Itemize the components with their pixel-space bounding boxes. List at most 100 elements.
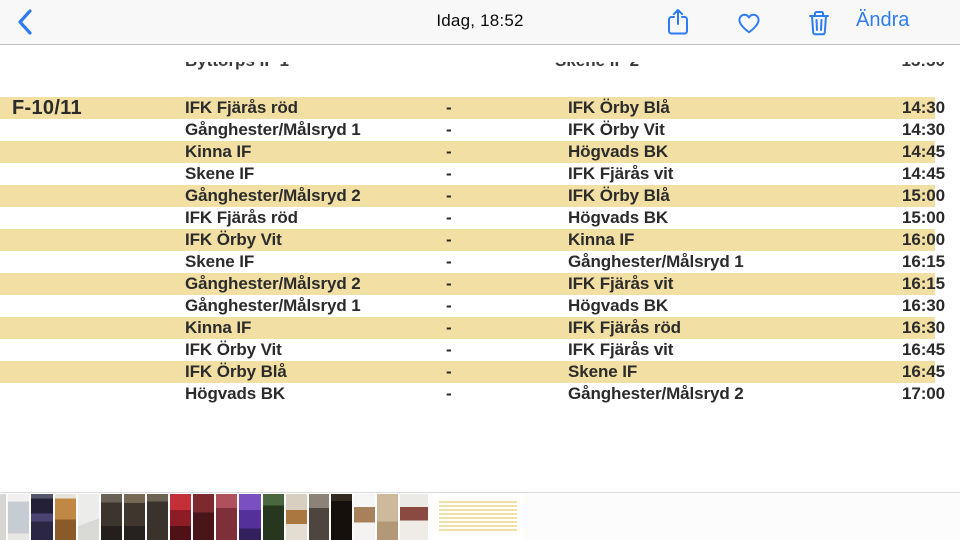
match-time: 16:45 [902, 362, 945, 381]
match-row: Gånghester/Målsryd 2 - IFK Fjärås vit 16:15 [0, 273, 960, 295]
separator: - [446, 362, 452, 381]
separator: - [446, 384, 452, 403]
separator: - [446, 296, 452, 315]
match-row: IFK Örby Vit - Kinna IF 16:00 [0, 229, 960, 251]
thumb-person-dark[interactable] [309, 494, 329, 540]
edit-button[interactable]: Ändra [856, 9, 910, 31]
thumb-party-pink[interactable] [216, 494, 237, 540]
favorite-button[interactable] [735, 11, 763, 35]
match-time: 16:00 [902, 230, 945, 249]
home-team: Högvads BK [185, 384, 286, 403]
match-time: 16:15 [902, 274, 945, 293]
back-button[interactable] [14, 8, 36, 36]
heart-icon [735, 11, 763, 35]
thumb-party-red-bright[interactable] [170, 494, 191, 540]
match-time: 17:00 [902, 384, 945, 403]
away-team: IFK Fjärås vit [568, 164, 674, 183]
clipped-away-team: Skene IF 2 [555, 62, 639, 72]
thumb-party-warm-1[interactable] [101, 494, 122, 540]
match-row: Skene IF - Gånghester/Målsryd 1 16:15 [0, 251, 960, 273]
away-team: IFK Fjärås vit [568, 340, 674, 359]
match-row: Kinna IF - Högvads BK 14:45 [0, 141, 960, 163]
thumb-document-sliver[interactable] [0, 494, 6, 540]
separator: - [446, 164, 452, 183]
separator: - [446, 318, 452, 337]
home-team: IFK Fjärås röd [185, 98, 298, 117]
filmstrip [0, 492, 960, 540]
thumb-bottle-dark[interactable] [331, 494, 352, 540]
share-icon [664, 7, 692, 37]
away-team: Kinna IF [568, 230, 635, 249]
back-chevron-icon [14, 8, 36, 36]
mini-schedule-stripes [439, 501, 517, 533]
thumb-note-paper[interactable] [377, 494, 398, 540]
age-group-label: F-10/11 [12, 97, 82, 119]
clipped-home-team: Byttorps IF 1 [185, 62, 289, 72]
separator: - [446, 186, 452, 205]
delete-button[interactable] [806, 9, 832, 37]
photos-toolbar: Idag, 18:52 Ändra [0, 0, 960, 45]
match-row: IFK Örby Blå - Skene IF 16:45 [0, 361, 960, 383]
away-team: IFK Örby Blå [568, 98, 670, 117]
match-row: Gånghester/Målsryd 2 - IFK Örby Blå 15:00 [0, 185, 960, 207]
thumb-party-purple[interactable] [239, 494, 261, 540]
thumb-receipt-list[interactable] [8, 494, 29, 540]
separator: - [446, 252, 452, 271]
match-row: Kinna IF - IFK Fjärås röd 16:30 [0, 317, 960, 339]
thumb-watch-closeup[interactable] [400, 494, 428, 540]
home-team: IFK Örby Vit [185, 340, 282, 359]
match-row: Gånghester/Målsryd 1 - Högvads BK 16:30 [0, 295, 960, 317]
match-time: 16:30 [902, 318, 945, 337]
match-row: IFK Örby Vit - IFK Fjärås vit 16:45 [0, 339, 960, 361]
home-team: Kinna IF [185, 142, 252, 161]
home-team: Gånghester/Målsryd 2 [185, 274, 361, 293]
away-team: Högvads BK [568, 142, 669, 161]
thumb-drink-closeup[interactable] [286, 494, 307, 540]
thumb-selected-schedule[interactable] [433, 494, 523, 540]
share-button[interactable] [664, 7, 692, 37]
separator: - [446, 230, 452, 249]
thumb-party-warm-2[interactable] [124, 494, 145, 540]
photo-schedule-image[interactable]: Byttorps IF 1 Skene IF 2 13:30 F-10/11 I… [0, 45, 960, 492]
away-team: Skene IF [568, 362, 638, 381]
thumb-party-red-dark[interactable] [193, 494, 214, 540]
separator: - [446, 208, 452, 227]
thumb-party-green[interactable] [263, 494, 284, 540]
separator: - [446, 98, 452, 117]
separator: - [446, 340, 452, 359]
match-time: 16:45 [902, 340, 945, 359]
match-time: 14:45 [902, 142, 945, 161]
match-time: 16:30 [902, 296, 945, 315]
home-team: Gånghester/Målsryd 1 [185, 296, 361, 315]
home-team: IFK Örby Vit [185, 230, 282, 249]
match-row: IFK Fjärås röd - IFK Örby Blå 14:30 [0, 97, 960, 119]
away-team: IFK Örby Vit [568, 120, 665, 139]
home-team: IFK Fjärås röd [185, 208, 298, 227]
thumb-whiteboard[interactable] [78, 494, 99, 540]
separator: - [446, 142, 452, 161]
away-team: Gånghester/Målsryd 2 [568, 384, 744, 403]
away-team: Högvads BK [568, 296, 669, 315]
thumb-app-screenshot[interactable] [31, 494, 53, 540]
match-row: Skene IF - IFK Fjärås vit 14:45 [0, 163, 960, 185]
thumb-party-warm-3[interactable] [147, 494, 168, 540]
photo-date-title: Idag, 18:52 [436, 11, 524, 30]
away-team: IFK Fjärås röd [568, 318, 681, 337]
home-team: Skene IF [185, 164, 255, 183]
trash-icon [806, 9, 832, 37]
match-row: Högvads BK - Gånghester/Målsryd 2 17:00 [0, 383, 960, 405]
separator: - [446, 120, 452, 139]
clipped-match-time: 13:30 [902, 62, 945, 72]
match-time: 16:15 [902, 252, 945, 271]
separator: - [446, 274, 452, 293]
away-team: Högvads BK [568, 208, 669, 227]
thumb-instagram-post[interactable] [354, 494, 375, 540]
match-row: IFK Fjärås röd - Högvads BK 15:00 [0, 207, 960, 229]
match-rows: IFK Fjärås röd - IFK Örby Blå 14:30 Gånghest… [0, 97, 960, 405]
match-time: 15:00 [902, 208, 945, 227]
match-time: 14:30 [902, 120, 945, 139]
match-row: Gånghester/Målsryd 1 - IFK Örby Vit 14:30 [0, 119, 960, 141]
thumb-crates[interactable] [55, 494, 76, 540]
home-team: Kinna IF [185, 318, 252, 337]
away-team: IFK Fjärås vit [568, 274, 674, 293]
